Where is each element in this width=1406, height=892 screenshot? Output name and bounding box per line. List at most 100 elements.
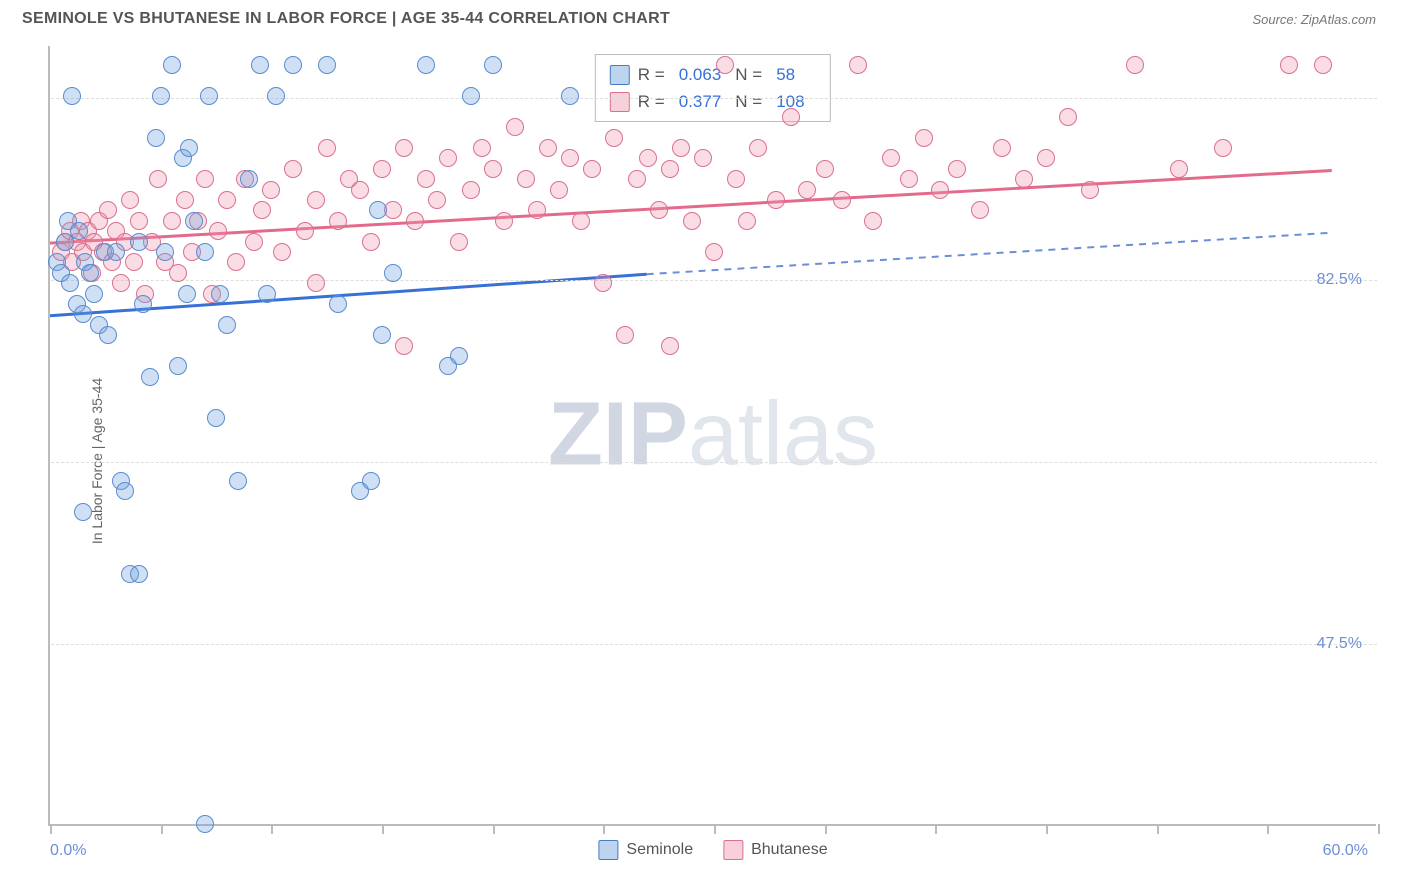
scatter-point-blue — [267, 87, 285, 105]
scatter-point-pink — [616, 326, 634, 344]
x-tick — [603, 824, 605, 834]
chart-container: In Labor Force | Age 35-44 ZIPatlas R = … — [0, 36, 1406, 886]
scatter-point-pink — [262, 181, 280, 199]
scatter-point-blue — [169, 357, 187, 375]
scatter-point-blue — [178, 285, 196, 303]
x-tick — [271, 824, 273, 834]
scatter-point-blue — [163, 56, 181, 74]
scatter-point-pink — [462, 181, 480, 199]
scatter-point-pink — [307, 191, 325, 209]
r-value: 0.377 — [673, 88, 728, 115]
scatter-point-pink — [245, 233, 263, 251]
scatter-point-pink — [1037, 149, 1055, 167]
x-tick — [825, 824, 827, 834]
scatter-point-blue — [207, 409, 225, 427]
scatter-point-pink — [738, 212, 756, 230]
scatter-point-pink — [450, 233, 468, 251]
legend-label: Bhutanese — [751, 841, 828, 859]
scatter-point-blue — [156, 243, 174, 261]
scatter-point-pink — [971, 201, 989, 219]
swatch-blue-icon — [610, 65, 630, 85]
scatter-point-pink — [121, 191, 139, 209]
scatter-point-pink — [406, 212, 424, 230]
scatter-point-pink — [273, 243, 291, 261]
scatter-point-blue — [70, 222, 88, 240]
chart-title: SEMINOLE VS BHUTANESE IN LABOR FORCE | A… — [22, 10, 670, 28]
scatter-point-pink — [473, 139, 491, 157]
x-tick-label: 60.0% — [1323, 842, 1368, 860]
scatter-point-blue — [369, 201, 387, 219]
x-tick — [935, 824, 937, 834]
scatter-point-pink — [318, 139, 336, 157]
scatter-point-pink — [395, 337, 413, 355]
x-tick — [1046, 824, 1048, 834]
n-label: N = — [735, 61, 762, 88]
scatter-point-pink — [561, 149, 579, 167]
scatter-point-pink — [1170, 160, 1188, 178]
scatter-point-pink — [694, 149, 712, 167]
scatter-point-blue — [134, 295, 152, 313]
scatter-point-pink — [767, 191, 785, 209]
scatter-point-pink — [1126, 56, 1144, 74]
scatter-point-pink — [1081, 181, 1099, 199]
scatter-point-pink — [284, 160, 302, 178]
scatter-point-pink — [915, 129, 933, 147]
scatter-point-pink — [351, 181, 369, 199]
scatter-point-pink — [749, 139, 767, 157]
scatter-point-pink — [864, 212, 882, 230]
scatter-point-pink — [296, 222, 314, 240]
scatter-point-pink — [798, 181, 816, 199]
watermark: ZIPatlas — [548, 384, 878, 487]
scatter-point-pink — [948, 160, 966, 178]
scatter-point-blue — [450, 347, 468, 365]
r-label: R = — [638, 88, 665, 115]
scatter-point-pink — [1280, 56, 1298, 74]
scatter-point-blue — [484, 56, 502, 74]
scatter-point-blue — [211, 285, 229, 303]
scatter-point-pink — [373, 160, 391, 178]
scatter-point-blue — [251, 56, 269, 74]
n-label: N = — [735, 88, 762, 115]
scatter-point-pink — [882, 149, 900, 167]
scatter-point-blue — [362, 472, 380, 490]
scatter-point-pink — [639, 149, 657, 167]
scatter-point-pink — [900, 170, 918, 188]
x-tick — [382, 824, 384, 834]
scatter-point-pink — [218, 191, 236, 209]
scatter-point-pink — [329, 212, 347, 230]
scatter-point-blue — [107, 243, 125, 261]
scatter-point-pink — [495, 212, 513, 230]
scatter-point-blue — [185, 212, 203, 230]
scatter-point-pink — [130, 212, 148, 230]
scatter-point-blue — [462, 87, 480, 105]
scatter-point-pink — [484, 160, 502, 178]
scatter-point-blue — [130, 565, 148, 583]
scatter-point-blue — [81, 264, 99, 282]
scatter-point-blue — [99, 326, 117, 344]
scatter-point-pink — [1214, 139, 1232, 157]
gridline — [51, 98, 1377, 99]
scatter-point-pink — [125, 253, 143, 271]
scatter-point-pink — [1059, 108, 1077, 126]
scatter-point-pink — [683, 212, 701, 230]
scatter-point-pink — [209, 222, 227, 240]
scatter-point-blue — [318, 56, 336, 74]
scatter-point-blue — [152, 87, 170, 105]
scatter-point-pink — [176, 191, 194, 209]
gridline — [51, 462, 1377, 463]
scatter-point-pink — [395, 139, 413, 157]
scatter-point-pink — [112, 274, 130, 292]
scatter-point-pink — [833, 191, 851, 209]
gridline — [51, 644, 1377, 645]
scatter-point-blue — [384, 264, 402, 282]
x-tick — [493, 824, 495, 834]
scatter-point-blue — [229, 472, 247, 490]
scatter-point-pink — [993, 139, 1011, 157]
swatch-pink-icon — [610, 92, 630, 112]
scatter-point-pink — [99, 201, 117, 219]
scatter-point-pink — [550, 181, 568, 199]
scatter-point-pink — [149, 170, 167, 188]
y-tick-label: 82.5% — [1317, 271, 1362, 289]
legend-row-blue: R = 0.063 N = 58 — [610, 61, 816, 88]
scatter-point-pink — [528, 201, 546, 219]
